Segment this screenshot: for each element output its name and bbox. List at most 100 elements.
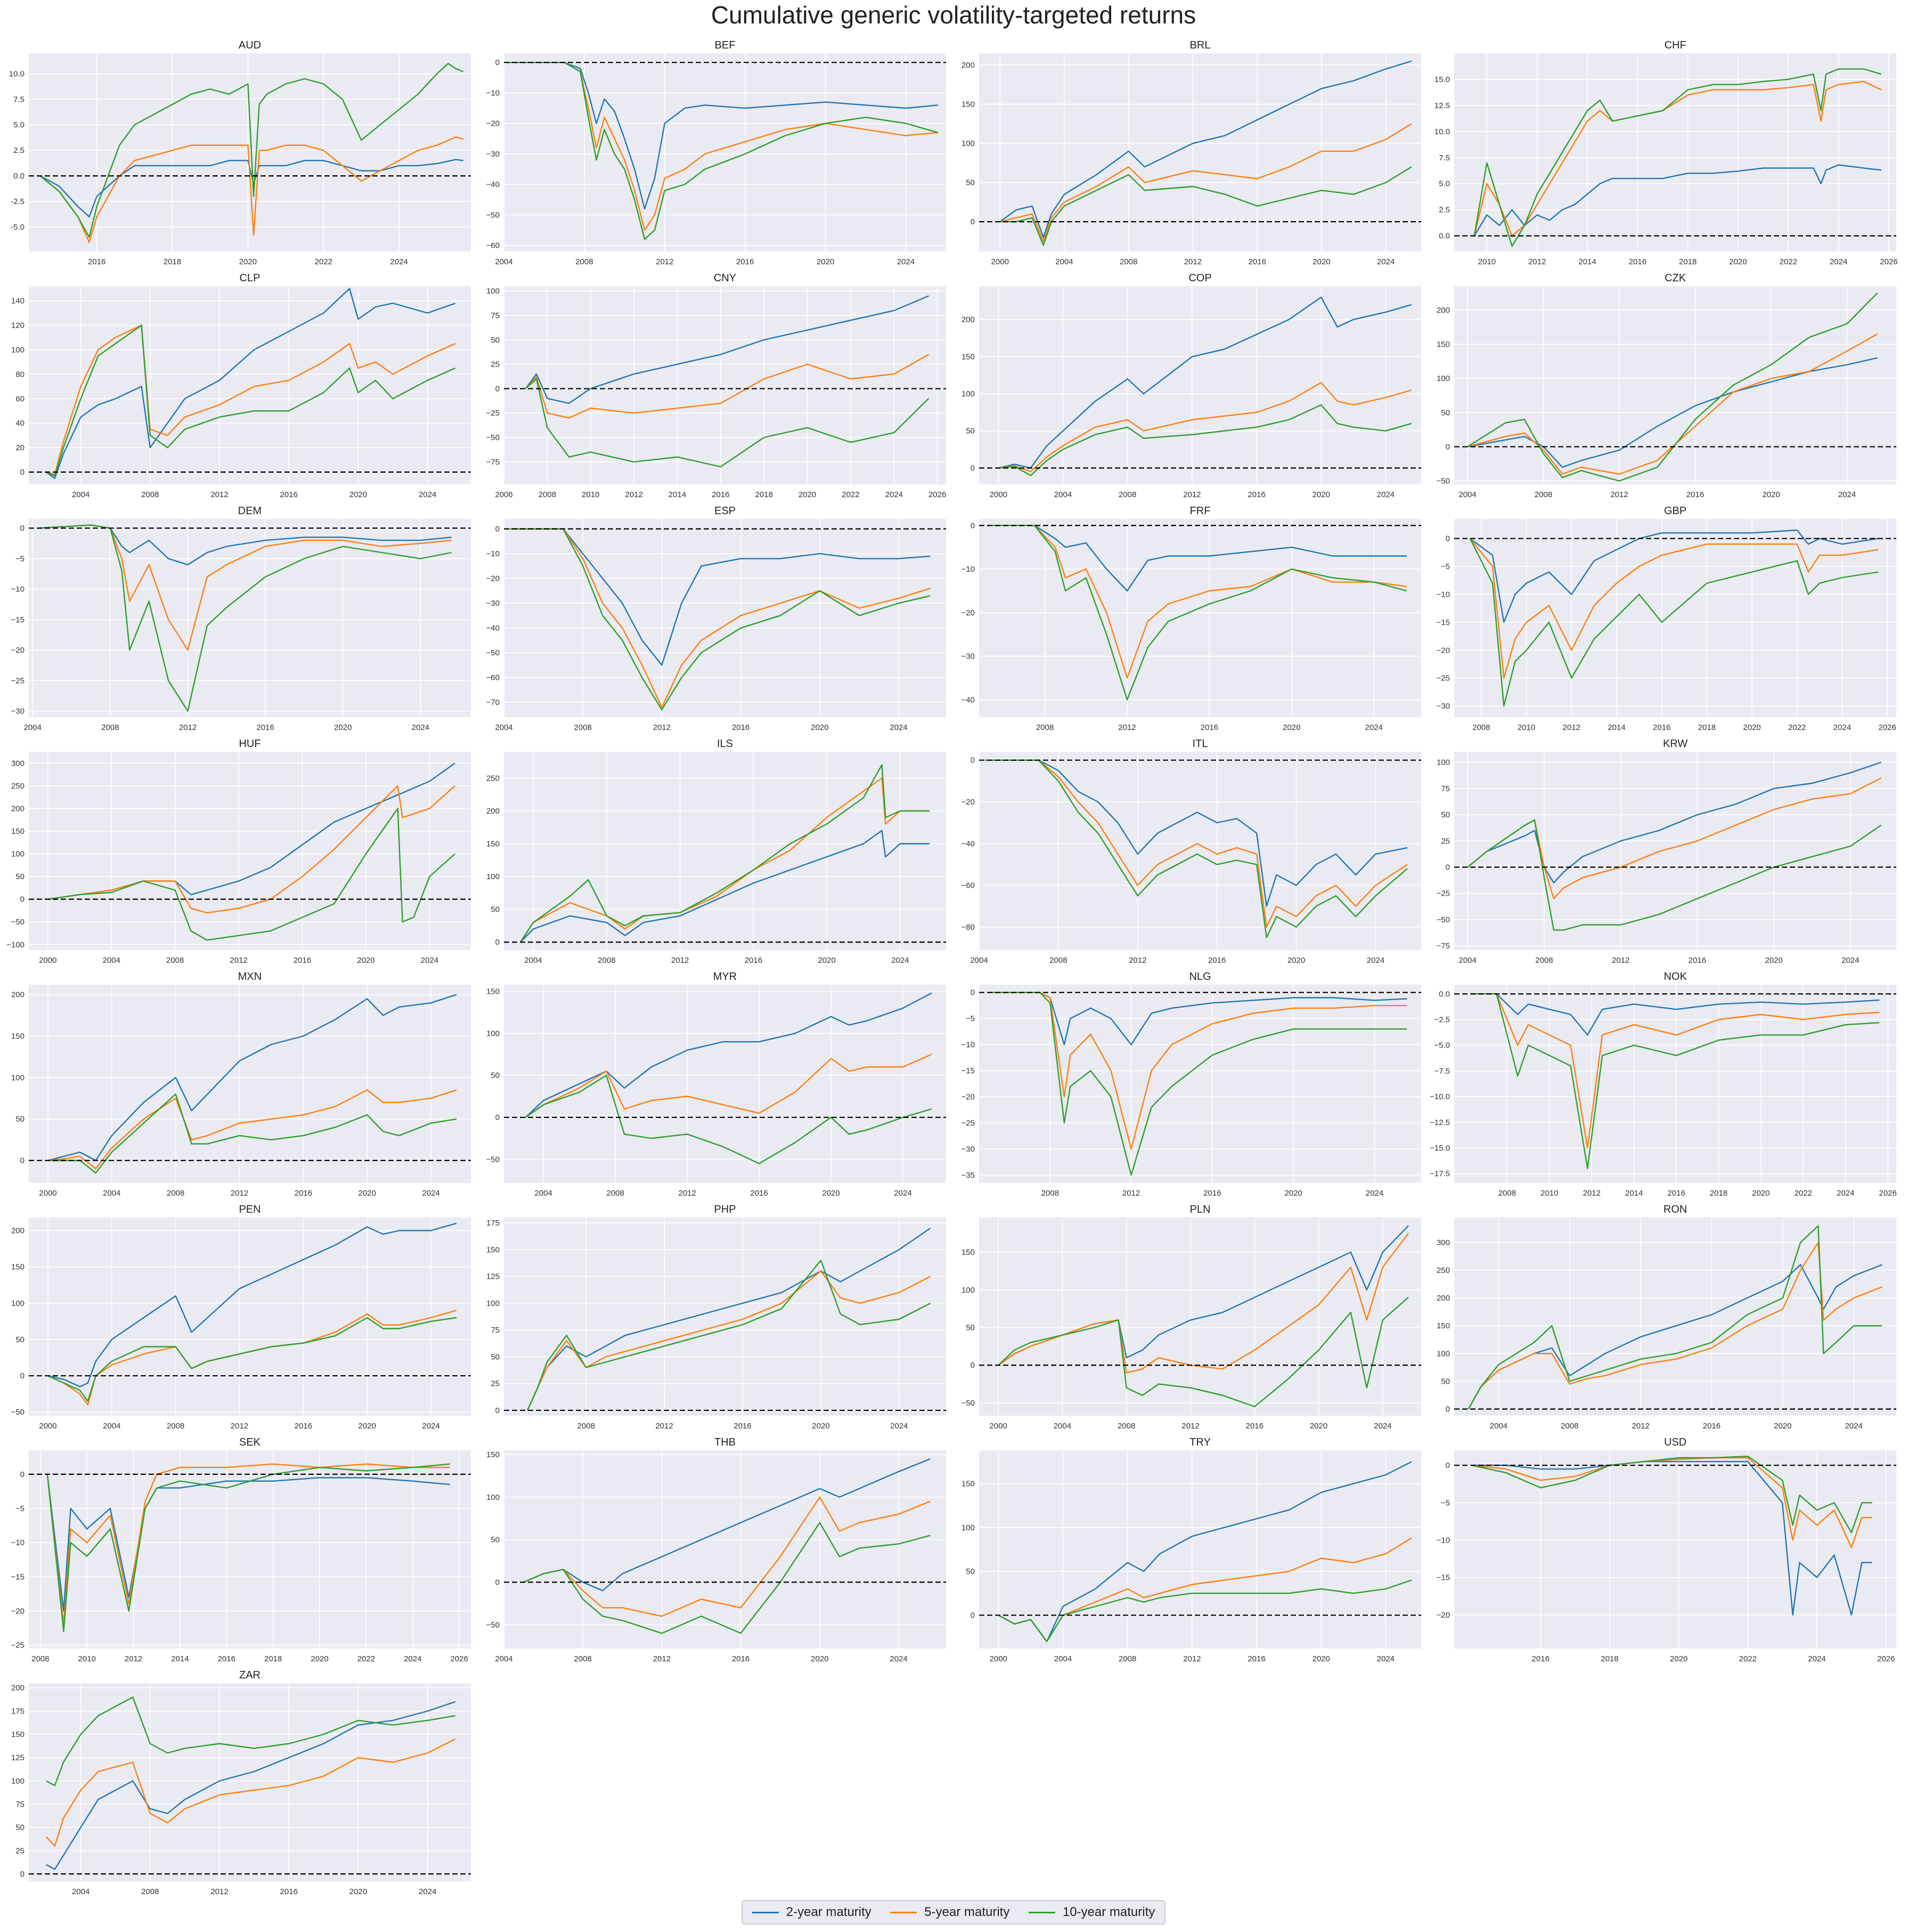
y-tick-label: 200 [11,991,25,1000]
series-line-2y [45,1701,456,1870]
x-tick-label: 2004 [495,257,512,266]
y-tick-label: 50 [966,1324,975,1333]
series-line-5y [985,759,1408,928]
x-tick-label: 2020 [817,257,834,266]
x-tick-label: 2008 [575,257,593,266]
y-tick-label: 50 [966,427,975,436]
y-tick-label: −30 [11,707,25,716]
x-tick-label: 2024 [894,1189,911,1198]
y-tick-label: 75 [1441,784,1450,793]
x-tick-label: 2004 [72,490,89,499]
y-tick-label: −100 [6,940,25,949]
x-tick-label: 2020 [812,1422,829,1431]
y-tick-label: 50 [15,872,25,881]
chart-title: USD [1664,1436,1686,1448]
x-tick-label: 2008 [574,723,592,732]
x-tick-label: 2000 [989,1422,1007,1431]
series-line-10y [45,1696,455,1787]
y-tick-label: −20 [961,798,975,807]
x-tick-label: 2020 [1670,1654,1688,1663]
series-line-10y [998,1297,1409,1408]
series-line-5y [506,61,939,231]
y-tick-label: 100 [11,1776,25,1785]
series-line-10y [985,759,1408,938]
plot-area [504,985,946,1183]
x-tick-label: 2012 [1563,723,1580,732]
y-tick-label: −50 [11,918,25,927]
x-tick-label: 2000 [990,1654,1007,1663]
y-tick-label: 100 [11,1299,25,1308]
series-line-10y [998,1579,1412,1643]
x-tick-label: 2016 [745,956,762,965]
y-tick-label: 120 [11,321,25,330]
y-tick-label: 100 [1437,1349,1450,1358]
chart-cop: 2000 2004 2008 2012 2016 2020 2024 0 50 100 150 200… [961,272,1421,499]
y-tick-label: −10 [486,88,500,98]
x-tick-label: 2012 [210,1887,228,1896]
y-tick-label: 50 [491,905,500,914]
x-tick-label: 2004 [1458,956,1476,965]
series-line-5y [45,1738,456,1847]
chart-title: MXN [238,971,262,983]
y-tick-label: −75 [1437,941,1450,951]
x-tick-label: 2024 [885,490,903,499]
y-tick-label: −40 [961,695,975,704]
x-tick-label: 2026 [928,490,946,499]
y-tick-label: 0 [1446,534,1450,543]
plot-area [979,53,1421,251]
chart-dem: 2004 2008 2012 2016 2020 2024 0 −5 −10 −15 −20 −25 −… [11,505,471,732]
x-tick-label: 2024 [897,257,915,266]
x-tick-label: 2004 [1458,490,1476,499]
y-tick-label: 75 [491,311,500,320]
y-tick-label: −15 [961,1067,975,1076]
y-tick-label: −50 [961,1399,975,1408]
x-tick-label: 2010 [78,1654,96,1663]
chart-title: ILS [717,738,733,750]
x-tick-label: 2016 [712,490,729,499]
y-tick-label: −20 [1437,1611,1450,1620]
series-line-5y [47,785,455,914]
y-tick-label: 200 [961,315,975,324]
x-tick-label: 2008 [1498,1189,1516,1198]
chart-title: HUF [239,738,260,750]
x-tick-label: 2020 [1765,956,1782,965]
x-tick-label: 2008 [574,1654,592,1663]
x-tick-label: 2012 [678,1189,696,1198]
y-tick-label: 25 [491,1379,500,1389]
x-tick-label: 2016 [1689,956,1706,965]
x-tick-label: 2024 [422,1189,439,1198]
y-tick-label: −7.5 [1434,1067,1450,1076]
x-tick-label: 2016 [1248,257,1266,266]
y-tick-label: 60 [15,394,25,403]
series-line-5y [999,123,1412,242]
y-tick-label: 100 [1437,374,1450,383]
chart-clp: 2004 2008 2012 2016 2020 2024 0 20 40 60 80 100 120 1… [11,272,471,499]
y-tick-label: 75 [491,1326,500,1335]
chart-title: GBP [1664,505,1686,517]
y-tick-label: 0.0 [1439,232,1450,241]
y-tick-label: 0 [20,1470,25,1479]
x-tick-label: 2008 [577,1422,595,1431]
y-tick-label: 20 [15,443,25,452]
y-tick-label: −50 [486,648,500,657]
chart-title: NOK [1664,971,1687,983]
series-line-2y [45,288,456,479]
y-tick-label: −80 [961,923,975,932]
x-tick-label: 2026 [1878,723,1896,732]
chart-try: 2000 2004 2008 2012 2016 2020 2024 0 50 100 150 TRY [961,1436,1421,1663]
series-line-5y [523,1496,931,1617]
plot-area [29,985,471,1183]
y-tick-label: 10.0 [9,69,25,78]
y-tick-label: −40 [486,624,500,633]
y-tick-label: 150 [486,1450,500,1459]
series-line-2y [989,992,1407,1045]
x-tick-label: 2022 [1788,723,1806,732]
legend-label-2y: 2-year maturity [786,1905,871,1919]
legend-swatch-10y [1028,1911,1055,1913]
x-tick-label: 2004 [72,1887,89,1896]
plot-area [29,53,471,251]
y-tick-label: 300 [1437,1238,1450,1247]
x-tick-label: 2014 [1625,1189,1643,1198]
y-tick-label: 0 [20,468,25,477]
series-line-2y [1467,761,1881,884]
